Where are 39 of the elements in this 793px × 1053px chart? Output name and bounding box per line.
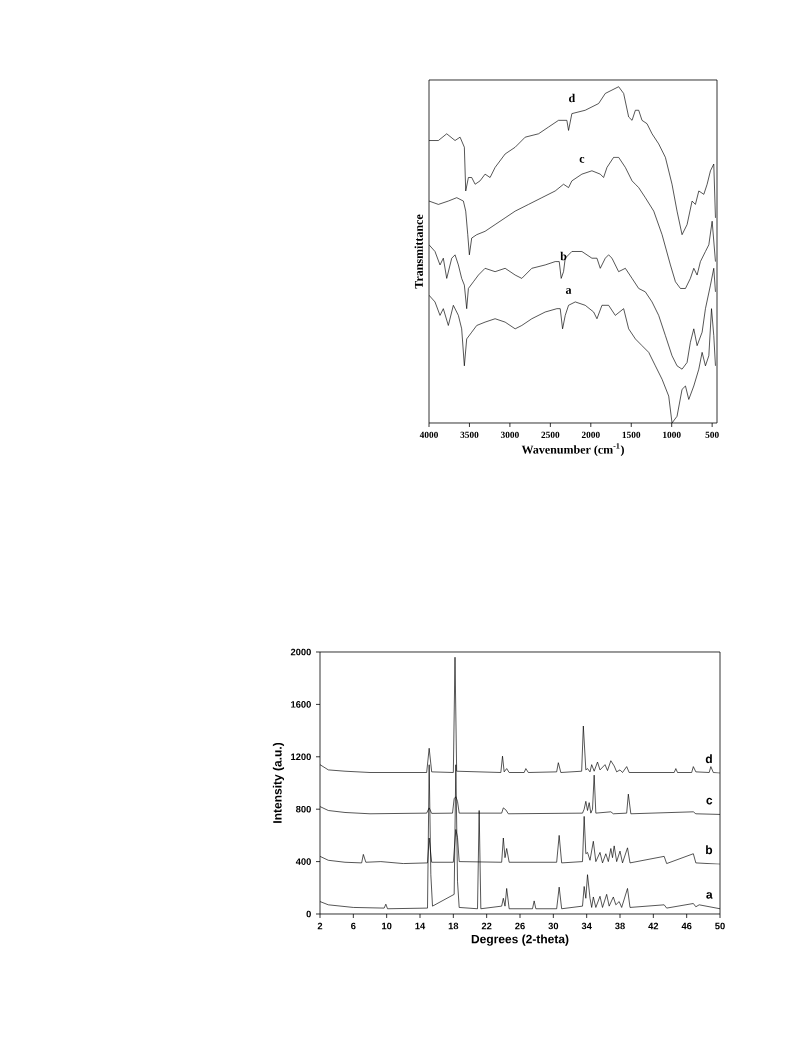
x-tick-label: 4000 [419,431,438,438]
y-tick-label: 400 [295,858,311,865]
series-label: c [706,797,713,805]
x-tick-label: 18 [448,922,459,930]
x-tick-label: 2500 [541,431,560,438]
x-tick-label: 22 [481,922,492,930]
y-tick-label: 0 [306,910,311,918]
y-tick-label: 1200 [291,753,311,761]
x-tick-label: 2000 [581,431,600,438]
x-axis-title: Degrees (2-theta) [471,934,569,946]
series-label: a [565,288,572,294]
x-tick-label: 1000 [663,431,681,438]
series-label: d [705,754,712,764]
y-axis-title: Intensity (a.u.) [272,742,285,823]
y-axis-title: Transmittance [414,214,423,289]
x-tick-label: 3000 [500,431,519,438]
y-tick-label: 800 [296,805,311,813]
y-tick-label: 2000 [290,648,311,656]
x-tick-label: 34 [581,922,592,930]
x-tick-label: 14 [415,922,426,930]
series-label: a [706,892,713,899]
x-axis-title: Wavenumber (cm$^{-1}$) [521,443,624,457]
y-tick-label: 1600 [291,701,311,708]
x-tick-label: 2 [317,922,323,930]
x-tick-label: 38 [615,922,625,930]
x-tick-label: 30 [548,922,559,930]
series-label: b [706,845,713,855]
x-tick-label: 46 [681,922,692,930]
series-label: b [560,251,567,261]
series-label: c [579,157,585,163]
x-tick-label: 10 [382,922,392,930]
series-label: d [569,93,576,103]
x-tick-label: 500 [705,431,719,438]
x-tick-label: 1500 [622,431,641,438]
x-tick-label: 26 [515,922,525,930]
x-tick-label: 6 [351,922,356,930]
x-tick-label: 50 [715,922,725,930]
x-tick-label: 3500 [460,431,479,438]
x-tick-label: 42 [648,922,659,930]
